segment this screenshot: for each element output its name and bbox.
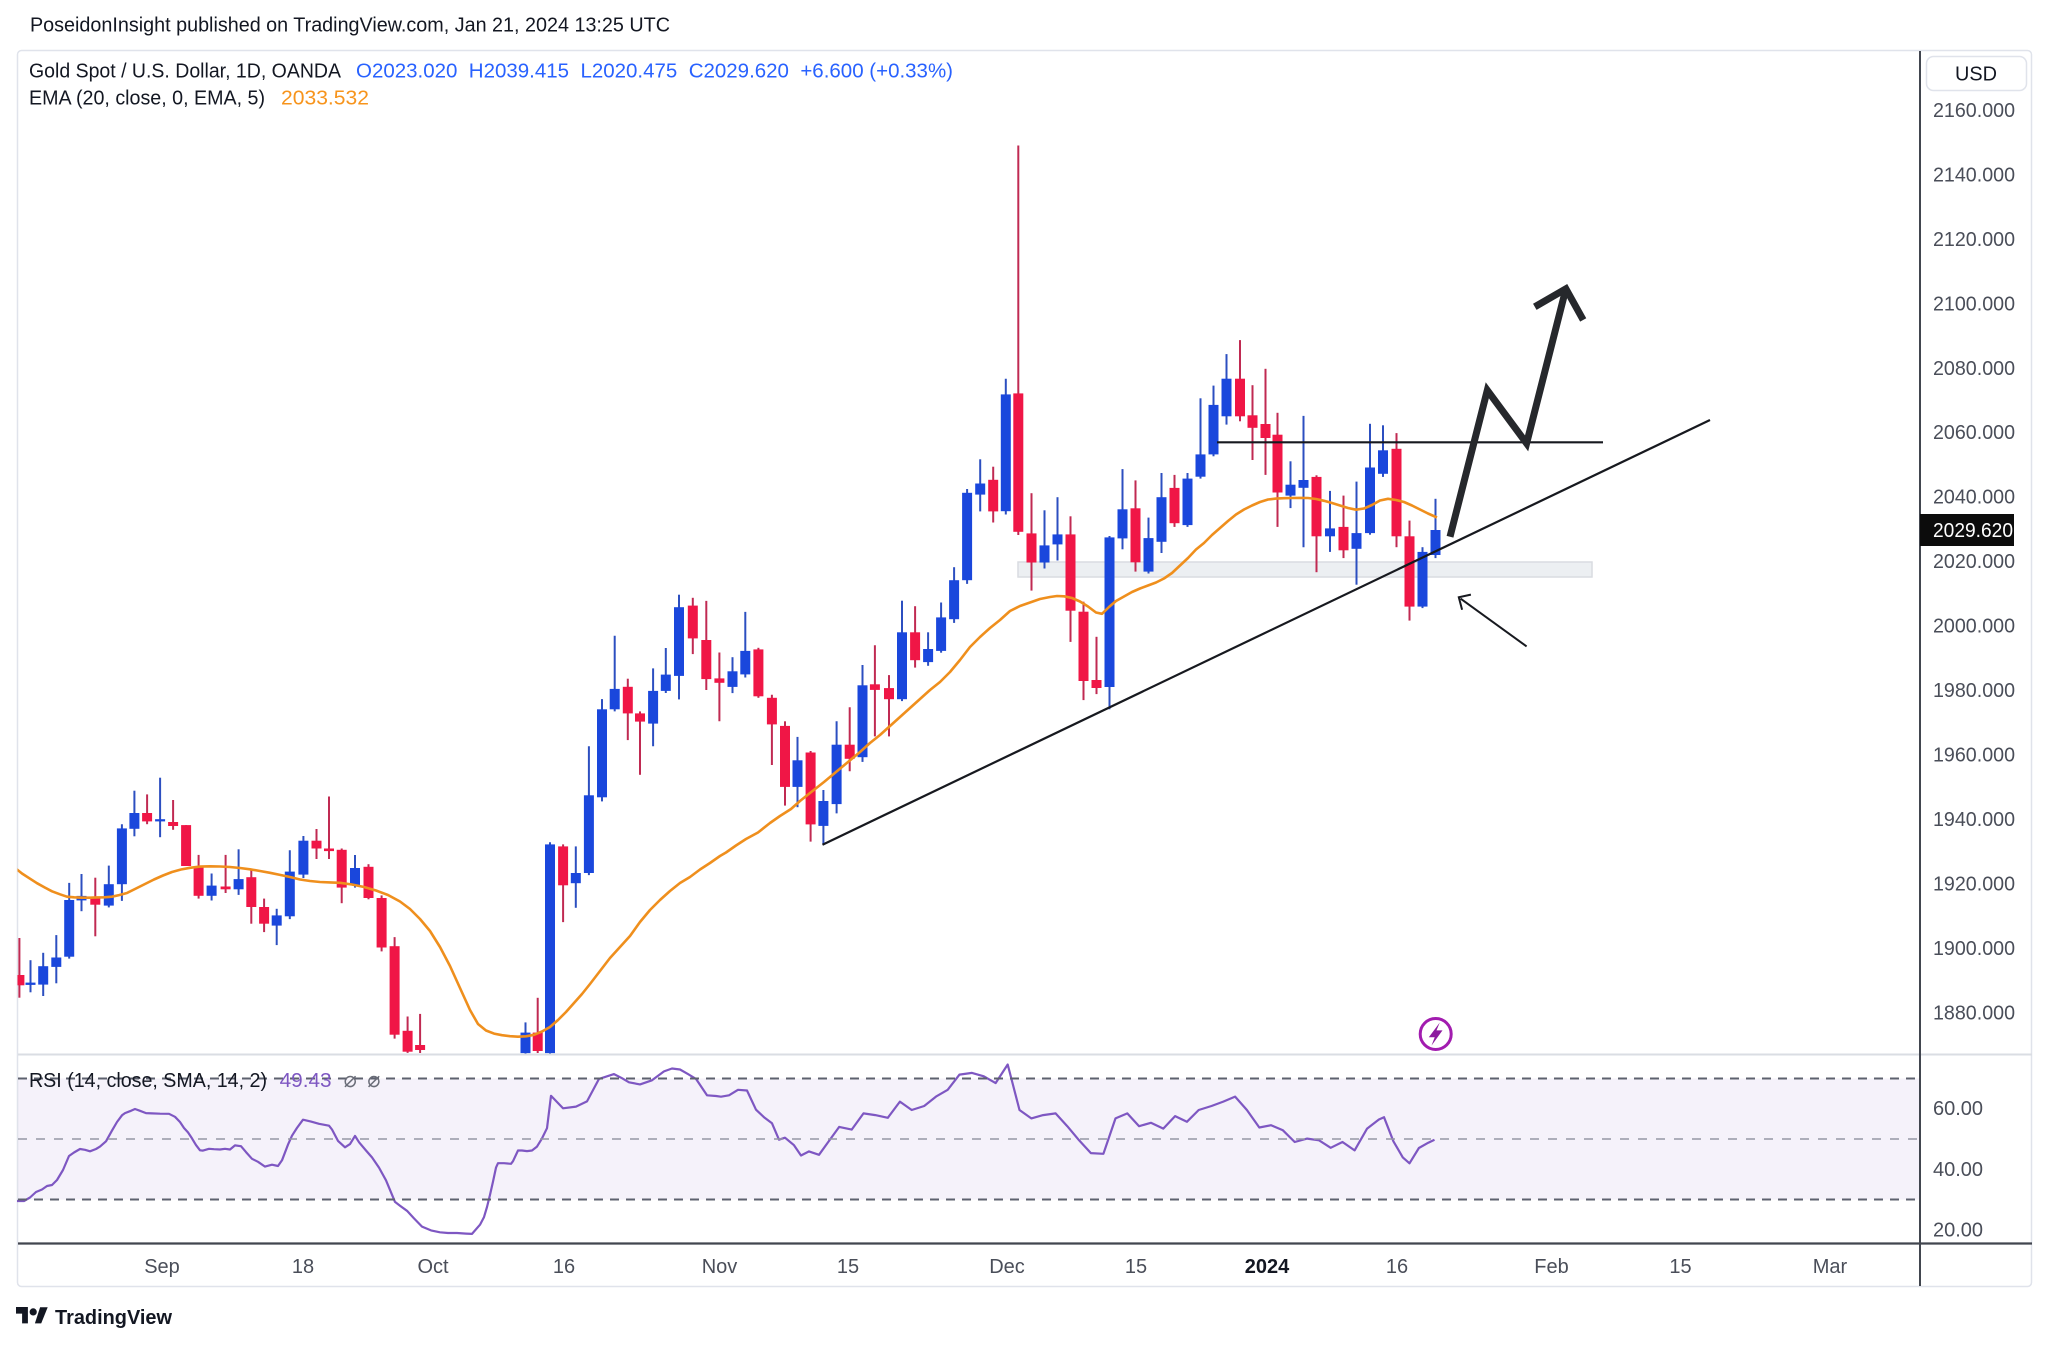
svg-text:18: 18	[292, 1256, 314, 1278]
svg-text:2120.000: 2120.000	[1933, 229, 2015, 251]
svg-text:15: 15	[837, 1256, 859, 1278]
svg-text:2024: 2024	[1245, 1256, 1290, 1278]
svg-text:USD: USD	[1955, 64, 1997, 86]
svg-text:1960.000: 1960.000	[1933, 745, 2015, 767]
svg-text:TradingView: TradingView	[55, 1307, 172, 1329]
svg-text:20.00: 20.00	[1933, 1219, 1983, 1241]
svg-text:2020.000: 2020.000	[1933, 551, 2015, 573]
svg-text:2100.000: 2100.000	[1933, 293, 2015, 315]
svg-text:15: 15	[1125, 1256, 1147, 1278]
svg-text:Gold Spot / U.S. Dollar, 1D, O: Gold Spot / U.S. Dollar, 1D, OANDA	[29, 61, 342, 83]
svg-text:2080.000: 2080.000	[1933, 358, 2015, 380]
svg-text:RSI (14, close, SMA, 14, 2): RSI (14, close, SMA, 14, 2)	[29, 1070, 267, 1092]
svg-text:1880.000: 1880.000	[1933, 1003, 2015, 1025]
svg-text:15: 15	[1669, 1256, 1691, 1278]
svg-text:Mar: Mar	[1813, 1256, 1848, 1278]
svg-text:16: 16	[1386, 1256, 1408, 1278]
svg-text:Nov: Nov	[702, 1256, 738, 1278]
svg-text:⌀: ⌀	[367, 1067, 380, 1092]
svg-text:Sep: Sep	[144, 1256, 180, 1278]
svg-text:60.00: 60.00	[1933, 1098, 1983, 1120]
svg-text:49.43: 49.43	[280, 1070, 332, 1092]
svg-text:EMA (20, close, 0, EMA, 5): EMA (20, close, 0, EMA, 5)	[29, 88, 265, 110]
svg-text:1980.000: 1980.000	[1933, 680, 2015, 702]
svg-text:Feb: Feb	[1534, 1256, 1568, 1278]
svg-text:2160.000: 2160.000	[1933, 100, 2015, 122]
svg-text:1920.000: 1920.000	[1933, 874, 2015, 896]
svg-text:1900.000: 1900.000	[1933, 938, 2015, 960]
svg-text:16: 16	[553, 1256, 575, 1278]
svg-text:1940.000: 1940.000	[1933, 809, 2015, 831]
svg-text:Dec: Dec	[989, 1256, 1025, 1278]
svg-text:2040.000: 2040.000	[1933, 487, 2015, 509]
svg-text:2033.532: 2033.532	[281, 88, 369, 110]
svg-text:2140.000: 2140.000	[1933, 164, 2015, 186]
svg-text:2000.000: 2000.000	[1933, 616, 2015, 638]
svg-text:⌀: ⌀	[344, 1067, 357, 1092]
svg-text:40.00: 40.00	[1933, 1159, 1983, 1181]
svg-text:Oct: Oct	[417, 1256, 449, 1278]
svg-text:PoseidonInsight published on T: PoseidonInsight published on TradingView…	[30, 14, 670, 37]
svg-text:O2023.020 H2039.415 L2020.47: O2023.020 H2039.415 L2020.475 C2029.620 …	[356, 61, 953, 83]
svg-text:2029.620: 2029.620	[1933, 520, 2013, 542]
svg-text:2060.000: 2060.000	[1933, 422, 2015, 444]
